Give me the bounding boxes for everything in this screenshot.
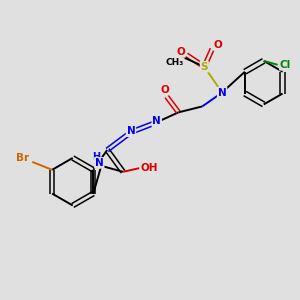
Text: OH: OH bbox=[140, 163, 158, 173]
Text: CH₃: CH₃ bbox=[165, 58, 184, 67]
Text: Br: Br bbox=[16, 153, 29, 163]
Text: N: N bbox=[127, 126, 135, 136]
Text: O: O bbox=[160, 85, 169, 94]
Text: N: N bbox=[152, 116, 161, 126]
Text: N: N bbox=[95, 158, 103, 168]
Text: O: O bbox=[214, 40, 223, 50]
Text: N: N bbox=[218, 88, 226, 98]
Text: H: H bbox=[92, 152, 100, 162]
Text: S: S bbox=[200, 62, 208, 72]
Text: O: O bbox=[176, 47, 185, 57]
Text: Cl: Cl bbox=[280, 60, 291, 70]
